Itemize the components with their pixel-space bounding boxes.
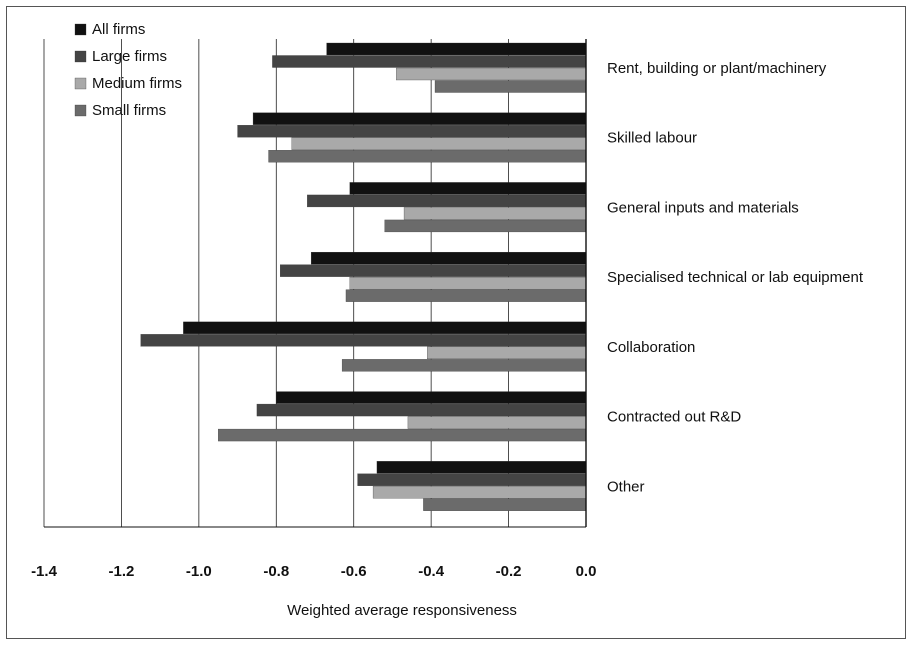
bar bbox=[291, 137, 587, 150]
legend-swatch bbox=[74, 104, 87, 117]
category-label: Contracted out R&D bbox=[607, 409, 741, 426]
bar bbox=[276, 391, 587, 404]
bar bbox=[307, 194, 587, 208]
bar bbox=[349, 276, 587, 290]
bar bbox=[237, 125, 587, 138]
bar bbox=[427, 346, 587, 360]
bar bbox=[272, 55, 587, 68]
bar bbox=[218, 428, 587, 442]
bar bbox=[384, 219, 587, 233]
bar-chart: Rent, building or plant/machinery Skilled… bbox=[31, 21, 864, 619]
bar bbox=[372, 486, 587, 499]
bar bbox=[252, 112, 587, 125]
x-tick-label: -0.2 bbox=[496, 563, 522, 580]
legend-label: Large firms bbox=[92, 48, 167, 65]
category-label: Rent, building or plant/machinery bbox=[607, 60, 827, 77]
bar bbox=[280, 264, 587, 277]
bar bbox=[349, 182, 587, 195]
legend-swatch bbox=[74, 77, 87, 90]
bar bbox=[256, 403, 587, 417]
bar bbox=[403, 207, 587, 220]
bar bbox=[345, 289, 587, 302]
bar bbox=[357, 473, 587, 486]
bar bbox=[326, 42, 587, 56]
bar bbox=[341, 359, 587, 372]
x-axis-title: Weighted average responsiveness bbox=[287, 602, 517, 619]
category-label: Collaboration bbox=[607, 339, 695, 356]
category-label: Skilled labour bbox=[607, 130, 697, 147]
x-tick-label: -1.2 bbox=[108, 563, 134, 580]
bar bbox=[423, 498, 587, 511]
chart-frame: Rent, building or plant/machinery Skilled… bbox=[6, 6, 906, 639]
legend-swatch bbox=[74, 50, 87, 63]
bar bbox=[434, 80, 587, 93]
bar bbox=[407, 416, 587, 429]
x-tick-label: 0.0 bbox=[576, 563, 597, 580]
legend-swatch bbox=[74, 23, 87, 36]
category-label: Other bbox=[607, 478, 645, 495]
bar bbox=[268, 150, 587, 163]
bar bbox=[140, 334, 587, 347]
x-tick-label: -1.0 bbox=[186, 563, 212, 580]
category-label: General inputs and materials bbox=[607, 199, 799, 216]
x-tick-label: -0.6 bbox=[341, 563, 367, 580]
x-tick-label: -1.4 bbox=[31, 563, 58, 580]
legend-label: All firms bbox=[92, 21, 145, 38]
x-tick-label: -0.8 bbox=[263, 563, 289, 580]
x-tick-label: -0.4 bbox=[418, 563, 445, 580]
legend-label: Medium firms bbox=[92, 75, 182, 92]
category-label: Specialised technical or lab equipment bbox=[607, 269, 864, 286]
bar bbox=[183, 321, 587, 335]
legend-label: Small firms bbox=[92, 102, 166, 119]
bar bbox=[376, 461, 587, 474]
bar bbox=[396, 67, 587, 81]
bar bbox=[310, 251, 587, 265]
